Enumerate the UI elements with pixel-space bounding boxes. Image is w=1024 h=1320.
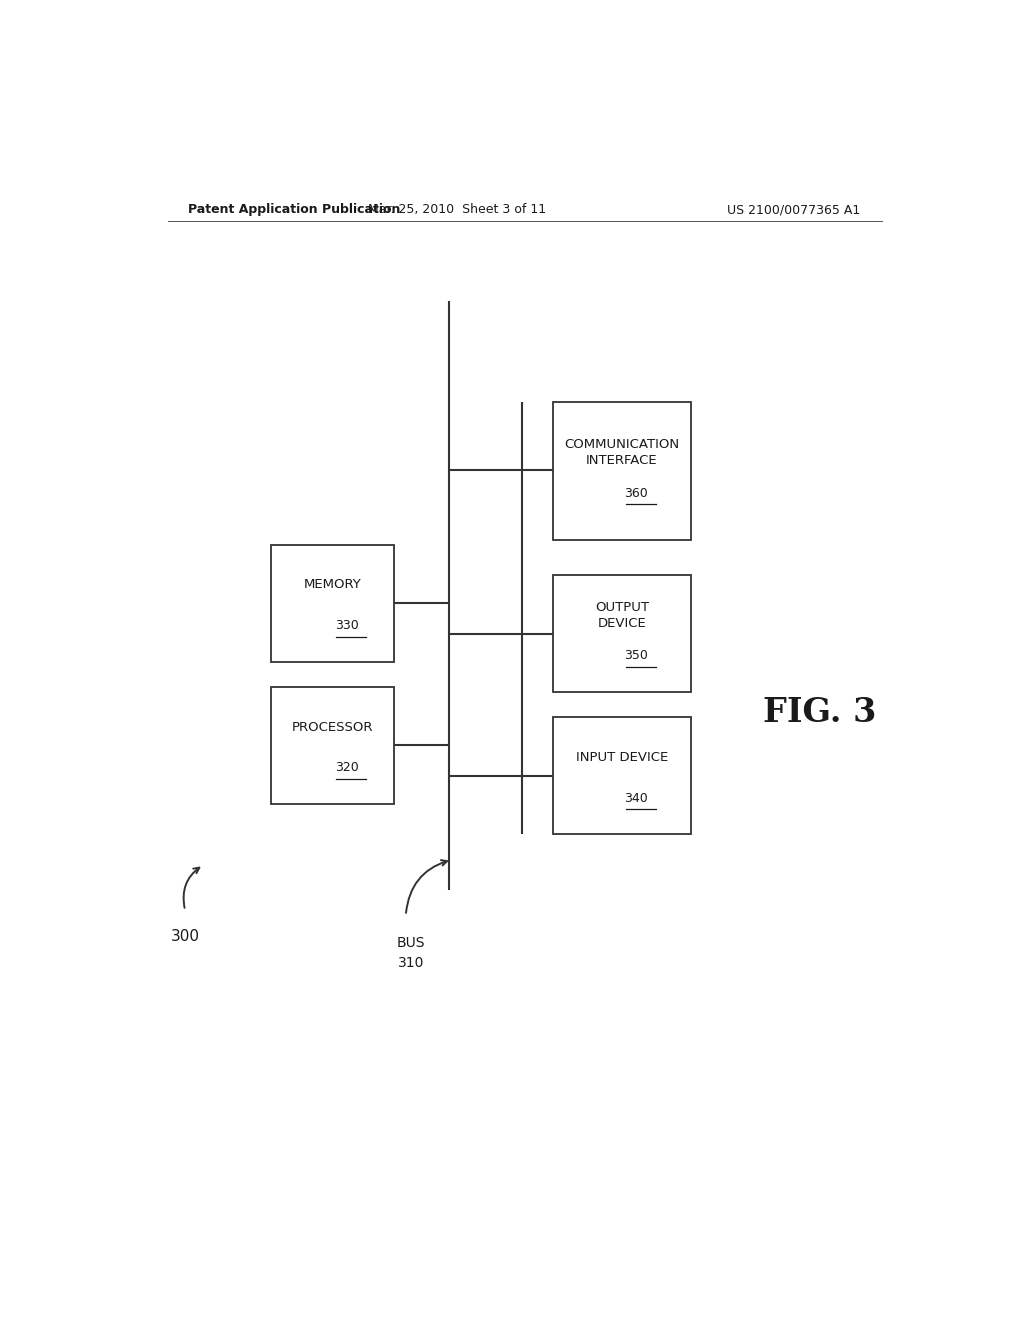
- Bar: [553, 576, 691, 692]
- Text: 310: 310: [398, 956, 425, 970]
- Text: US 2100/0077365 A1: US 2100/0077365 A1: [727, 203, 860, 216]
- Text: INPUT DEVICE: INPUT DEVICE: [575, 751, 668, 764]
- Text: PROCESSOR: PROCESSOR: [292, 721, 373, 734]
- Text: BUS: BUS: [397, 936, 426, 950]
- Text: Mar. 25, 2010  Sheet 3 of 11: Mar. 25, 2010 Sheet 3 of 11: [369, 203, 547, 216]
- Text: 330: 330: [335, 619, 358, 632]
- Bar: [553, 403, 691, 540]
- Text: 350: 350: [625, 649, 648, 663]
- Text: OUTPUT
DEVICE: OUTPUT DEVICE: [595, 601, 649, 630]
- Text: 340: 340: [625, 792, 648, 805]
- Bar: [270, 686, 394, 804]
- Text: 360: 360: [625, 487, 648, 500]
- Text: 320: 320: [335, 762, 358, 775]
- Text: COMMUNICATION
INTERFACE: COMMUNICATION INTERFACE: [564, 438, 680, 467]
- Text: MEMORY: MEMORY: [303, 578, 361, 591]
- Text: 300: 300: [171, 929, 200, 944]
- Text: FIG. 3: FIG. 3: [763, 696, 877, 729]
- Text: Patent Application Publication: Patent Application Publication: [187, 203, 400, 216]
- Bar: [270, 545, 394, 661]
- Bar: [553, 718, 691, 834]
